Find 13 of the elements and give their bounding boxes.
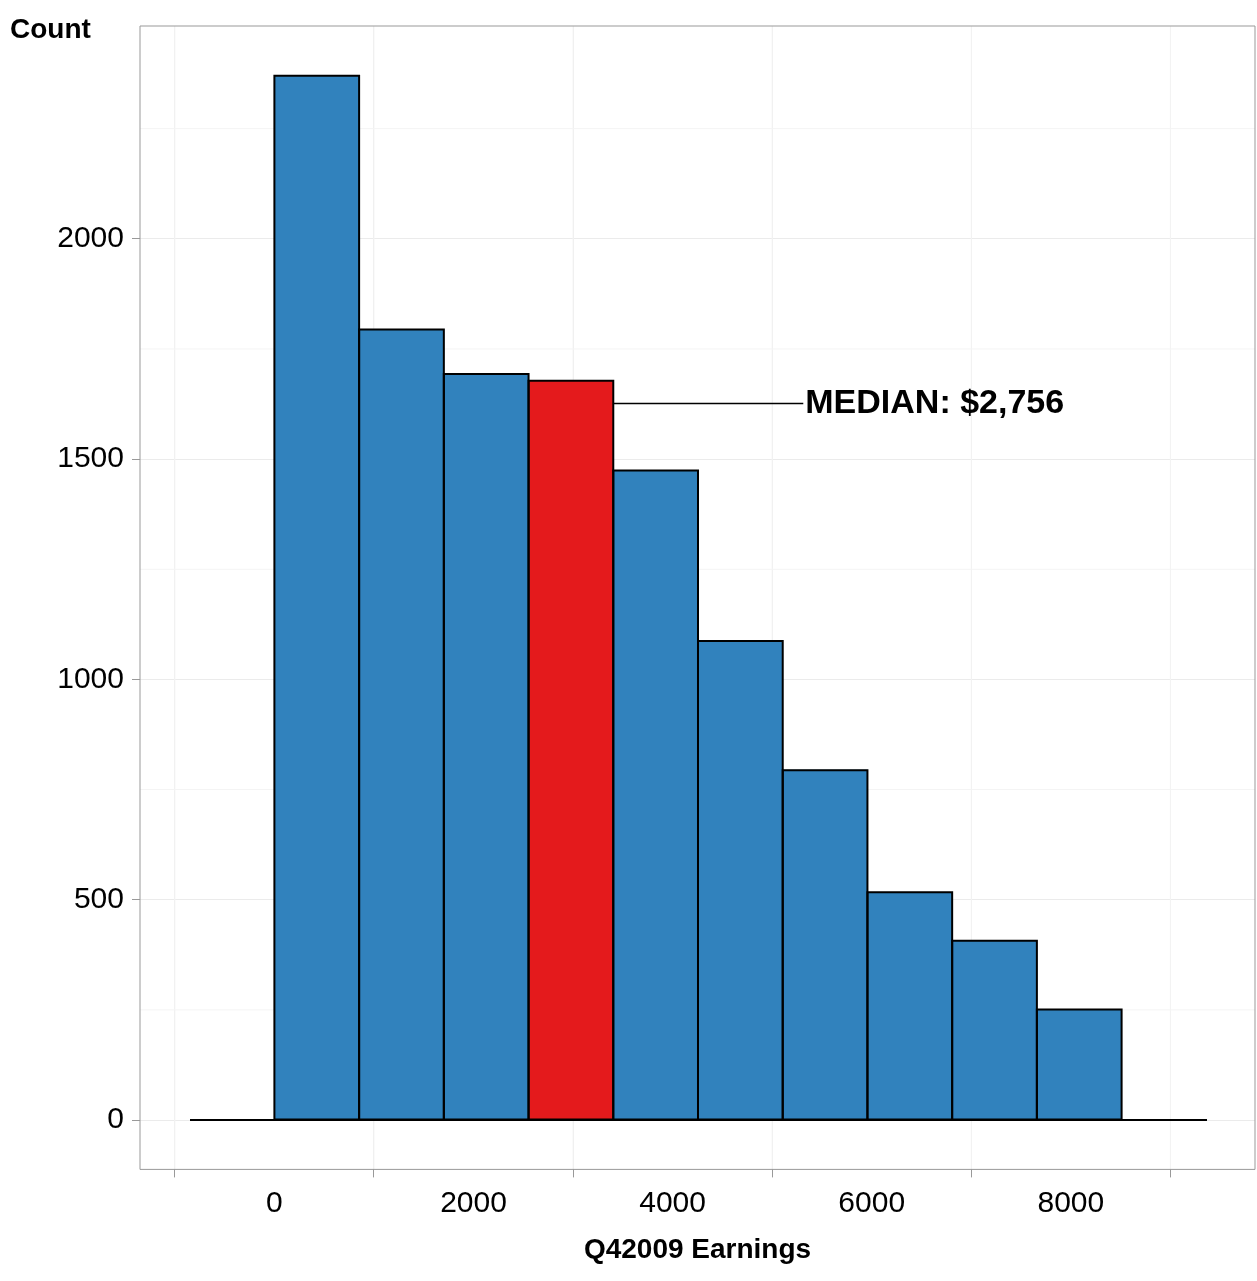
x-tick-label: 2000 [440, 1184, 507, 1218]
x-tick-label: 8000 [1037, 1184, 1105, 1218]
y-tick-label: 500 [73, 881, 124, 915]
x-axis-title: Q42009 Earnings [583, 1232, 812, 1264]
x-tick-label: 4000 [639, 1184, 706, 1218]
y-tick-label: 1000 [57, 660, 124, 694]
y-tick-label: 0 [107, 1101, 124, 1135]
y-tick-label: 1500 [57, 440, 124, 474]
annotation: MEDIAN: $2,756 [805, 381, 1065, 420]
y-axis-title: Count [10, 12, 91, 44]
x-tick-label: 0 [266, 1184, 283, 1218]
x-tick-label: 6000 [838, 1184, 906, 1218]
y-tick-label: 2000 [57, 220, 124, 254]
